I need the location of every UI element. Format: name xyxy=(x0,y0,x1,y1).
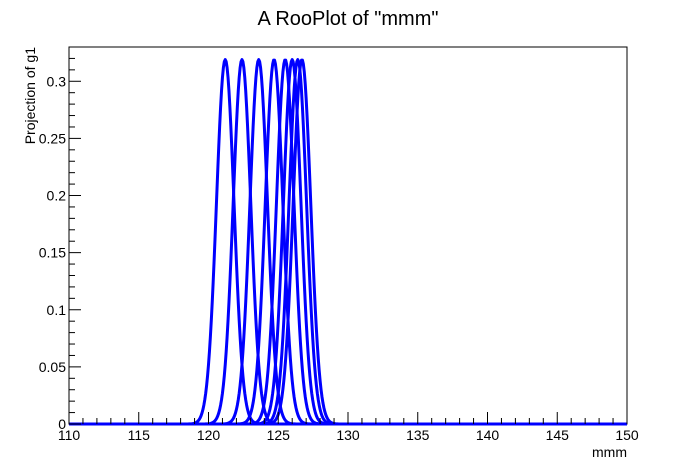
x-axis: 110 115 120 125 130 135 140 145 150 xyxy=(58,412,639,443)
curves xyxy=(68,58,628,426)
gaussian-curve-8 xyxy=(68,58,628,426)
y-tick-label: 0.25 xyxy=(39,130,66,146)
y-axis-label: Projection of g1 xyxy=(22,47,38,144)
plot-frame-rect xyxy=(68,46,628,425)
gaussian-curve-7 xyxy=(68,58,628,426)
gaussian-curve-6 xyxy=(68,58,628,426)
chart-title: A RooPlot of "mmm" xyxy=(258,8,439,30)
x-tick-label: 130 xyxy=(336,427,360,443)
x-axis-label: mmm xyxy=(592,444,627,460)
y-tick-label: 0.2 xyxy=(47,188,67,204)
y-tick-label: 0.05 xyxy=(39,359,66,375)
y-tick-label: 0.3 xyxy=(47,73,67,89)
x-tick-label: 110 xyxy=(58,427,81,443)
x-tick-label: 135 xyxy=(406,427,430,443)
gaussian-curve-4 xyxy=(68,58,628,426)
gaussian-curve-2 xyxy=(68,58,628,426)
x-tick-label: 120 xyxy=(197,427,221,443)
y-tick-label: 0 xyxy=(58,416,66,432)
x-tick-label: 125 xyxy=(267,427,291,443)
x-tick-label: 115 xyxy=(128,427,151,443)
x-tick-label: 150 xyxy=(615,427,639,443)
x-tick-label: 140 xyxy=(476,427,500,443)
y-axis: 0 0.05 0.1 0.15 0.2 0.25 0.3 xyxy=(39,46,81,432)
gaussian-curve-3 xyxy=(68,58,628,426)
x-tick-label: 145 xyxy=(546,427,570,443)
plot-frame xyxy=(68,46,628,425)
y-tick-label: 0.15 xyxy=(39,245,66,261)
gaussian-curve-5 xyxy=(68,58,628,426)
y-tick-label: 0.1 xyxy=(47,302,67,318)
gaussian-curve-1 xyxy=(68,58,628,426)
